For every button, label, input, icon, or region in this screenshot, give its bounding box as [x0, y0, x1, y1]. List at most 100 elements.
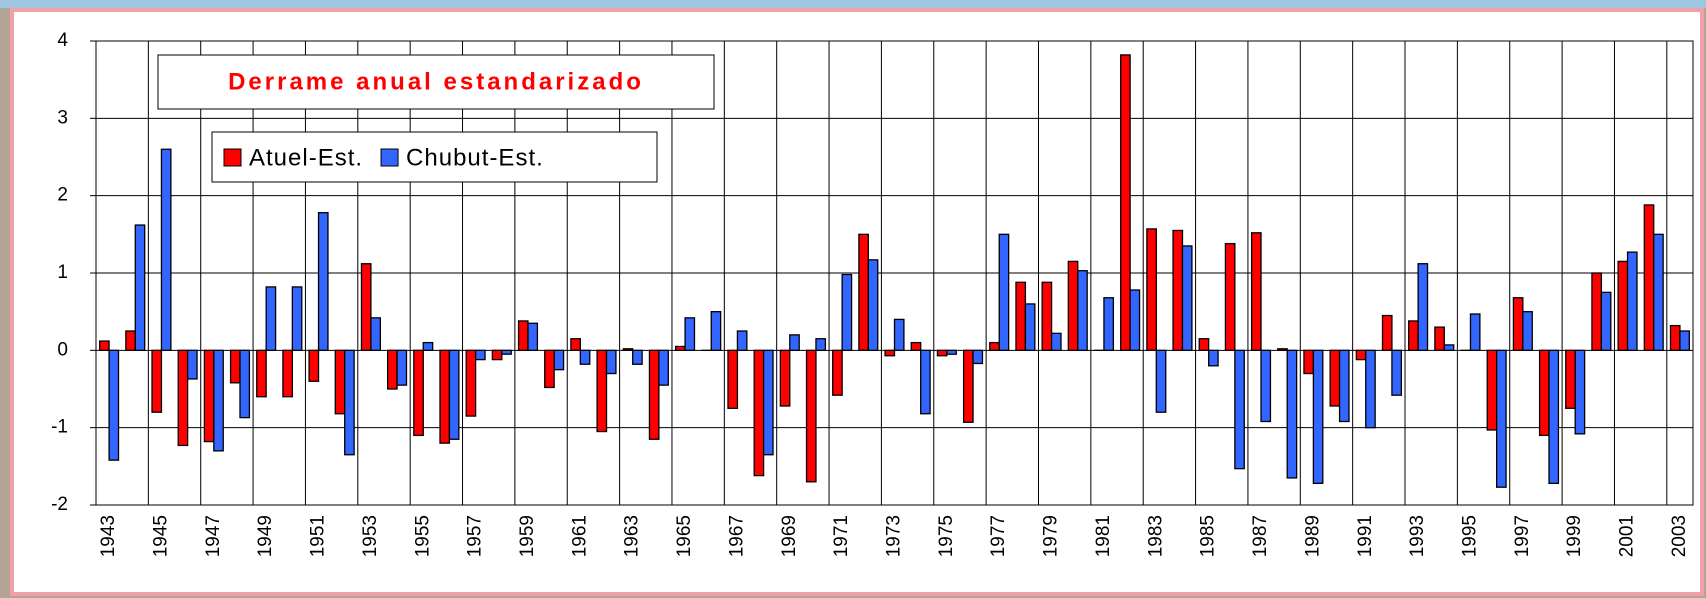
bar — [502, 350, 511, 354]
y-tick-label: 2 — [57, 185, 68, 206]
bar — [466, 350, 475, 416]
bar — [1313, 350, 1322, 483]
bar — [1356, 350, 1365, 359]
bar — [414, 350, 423, 435]
bar — [188, 350, 197, 379]
bar — [231, 350, 240, 382]
bar — [361, 264, 370, 351]
bar — [152, 350, 161, 412]
top-band — [0, 0, 1706, 8]
bar — [1470, 314, 1479, 350]
bar — [1497, 350, 1506, 487]
bar — [1366, 350, 1375, 427]
x-tick-label: 1991 — [1355, 515, 1376, 557]
bar — [335, 350, 344, 413]
x-tick-label: 1993 — [1407, 515, 1428, 557]
bar — [1575, 350, 1584, 434]
bar — [659, 350, 668, 385]
x-tick-label: 1971 — [831, 515, 852, 557]
bar — [1601, 292, 1610, 350]
bar — [1644, 205, 1653, 350]
bar — [1042, 282, 1051, 350]
bar — [1340, 350, 1349, 421]
bar — [204, 350, 213, 441]
bar — [1549, 350, 1558, 483]
bar — [292, 287, 301, 350]
x-tick-label: 1965 — [674, 515, 695, 557]
bar — [1523, 312, 1532, 351]
bar — [764, 350, 773, 454]
bar — [1654, 234, 1663, 350]
x-tick-label: 1969 — [779, 515, 800, 557]
bar — [545, 350, 554, 387]
bar — [1392, 350, 1401, 395]
y-tick-label: -1 — [51, 417, 68, 438]
bar — [476, 350, 485, 359]
bar — [1670, 326, 1679, 351]
x-tick-label: 1997 — [1512, 515, 1533, 557]
bar — [754, 350, 763, 475]
bar — [423, 343, 432, 351]
bar — [728, 350, 737, 408]
y-tick-label: -2 — [51, 494, 68, 515]
bar — [371, 318, 380, 350]
bar — [1287, 350, 1296, 478]
bar — [492, 350, 501, 359]
bar — [1628, 252, 1637, 350]
bar — [283, 350, 292, 396]
bar — [990, 343, 999, 351]
x-tick-label: 1983 — [1145, 515, 1166, 557]
bar — [885, 350, 894, 355]
bar — [1235, 350, 1244, 468]
bar — [1487, 350, 1496, 430]
chart-title: Derrame anual estandarizado — [228, 68, 644, 95]
bar — [1618, 261, 1627, 350]
bar — [973, 350, 982, 363]
y-tick-label: 0 — [57, 339, 68, 360]
x-tick-label: 1945 — [150, 515, 171, 557]
bar — [1418, 264, 1427, 351]
bar — [1199, 339, 1208, 351]
bar — [554, 350, 563, 369]
bar — [1304, 350, 1313, 373]
x-tick-label: 1951 — [308, 515, 329, 557]
bar — [126, 331, 135, 350]
x-tick-label: 2003 — [1669, 515, 1690, 557]
x-tick-label: 1987 — [1250, 515, 1271, 557]
legend-swatch — [381, 149, 398, 166]
bar — [100, 341, 109, 350]
bar — [711, 312, 720, 351]
bar — [240, 350, 249, 417]
x-tick-label: 1975 — [936, 515, 957, 557]
bar — [1068, 261, 1077, 350]
bar — [1592, 273, 1601, 350]
bar — [964, 350, 973, 422]
x-tick-label: 1977 — [988, 515, 1009, 557]
x-tick-label: 1959 — [517, 515, 538, 557]
bar — [1566, 350, 1575, 408]
bar — [685, 318, 694, 350]
bar — [1513, 298, 1522, 351]
bar — [999, 234, 1008, 350]
x-tick-label: 1947 — [203, 515, 224, 557]
bar — [676, 346, 685, 350]
bar — [1435, 327, 1444, 350]
bar — [947, 350, 956, 354]
x-tick-label: 1981 — [1093, 515, 1114, 557]
bar — [1121, 55, 1130, 350]
bar — [519, 321, 528, 350]
bar — [309, 350, 318, 381]
legend-swatch — [224, 149, 241, 166]
x-tick-label: 1943 — [98, 515, 119, 557]
x-tick-label: 1973 — [884, 515, 905, 557]
bar — [449, 350, 458, 439]
bar — [319, 213, 328, 351]
bar — [1182, 246, 1191, 350]
bar — [1078, 271, 1087, 351]
y-tick-label: 3 — [57, 107, 68, 128]
legend-label: Atuel-Est. — [249, 144, 363, 171]
x-tick-label: 1961 — [569, 515, 590, 557]
bar — [868, 260, 877, 350]
bar — [623, 349, 632, 351]
bar — [859, 234, 868, 350]
